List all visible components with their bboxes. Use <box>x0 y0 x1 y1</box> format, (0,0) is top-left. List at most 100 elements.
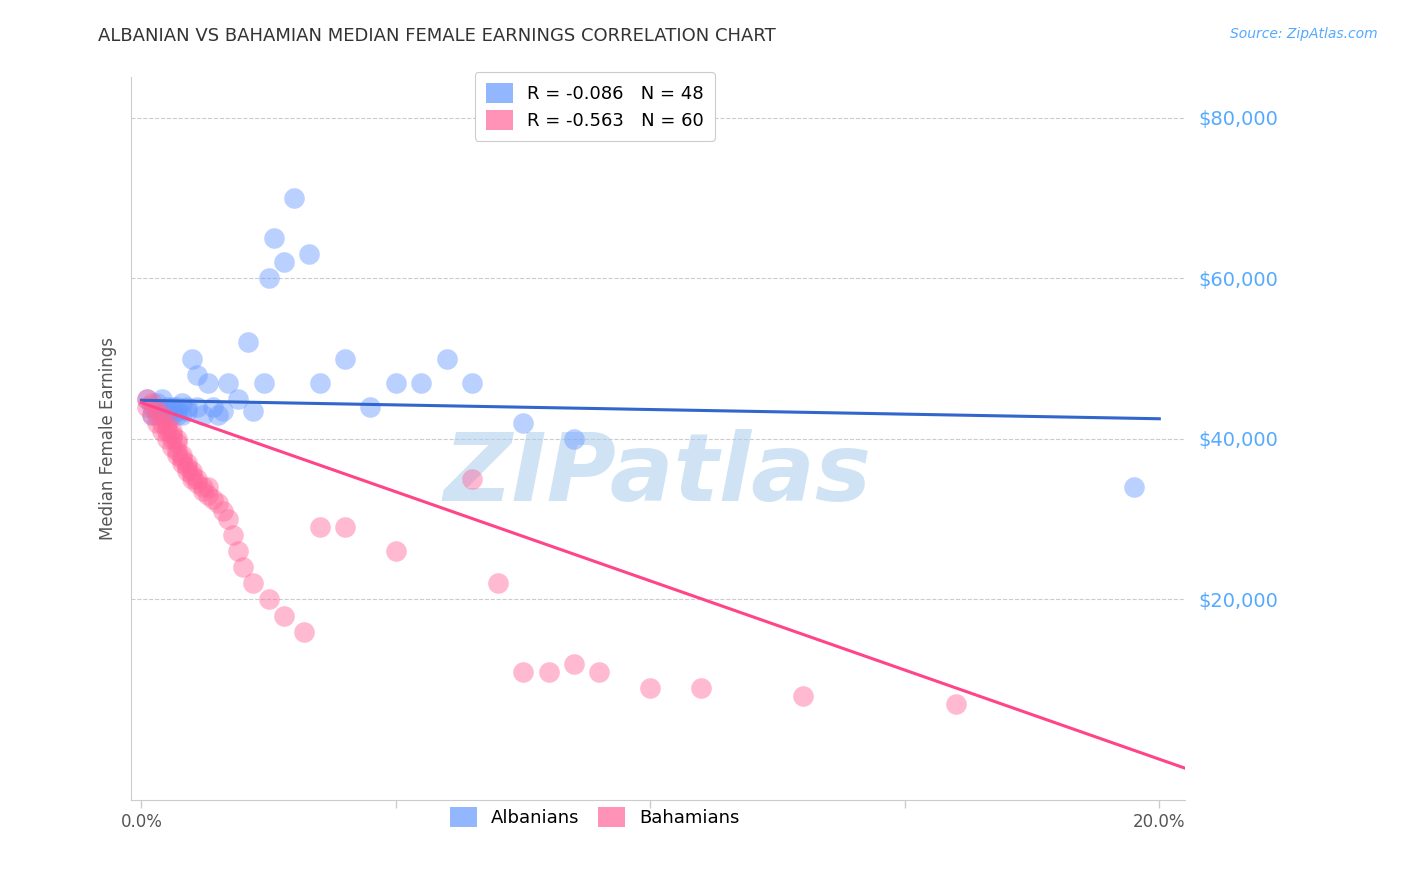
Point <box>292 624 315 639</box>
Point <box>156 400 179 414</box>
Point <box>212 504 235 518</box>
Point <box>135 392 157 406</box>
Point <box>150 408 173 422</box>
Point <box>201 400 224 414</box>
Point <box>160 440 183 454</box>
Point <box>172 408 194 422</box>
Point <box>186 368 208 382</box>
Point <box>166 400 188 414</box>
Point <box>135 400 157 414</box>
Point <box>166 408 188 422</box>
Point <box>181 467 204 482</box>
Point <box>156 419 179 434</box>
Point <box>141 395 163 409</box>
Point <box>486 576 509 591</box>
Point <box>176 400 198 414</box>
Point <box>176 459 198 474</box>
Point <box>150 424 173 438</box>
Point <box>160 400 183 414</box>
Point <box>156 416 179 430</box>
Point <box>156 408 179 422</box>
Point <box>166 403 188 417</box>
Point <box>226 392 249 406</box>
Point <box>150 392 173 406</box>
Point <box>191 408 214 422</box>
Point <box>166 448 188 462</box>
Point <box>172 456 194 470</box>
Y-axis label: Median Female Earnings: Median Female Earnings <box>100 337 117 541</box>
Point <box>160 403 183 417</box>
Point <box>201 491 224 506</box>
Point <box>186 400 208 414</box>
Point <box>160 427 183 442</box>
Point <box>461 376 484 390</box>
Point <box>436 351 458 366</box>
Point <box>512 665 534 679</box>
Point <box>176 456 198 470</box>
Point <box>156 424 179 438</box>
Point <box>298 247 321 261</box>
Point <box>197 376 219 390</box>
Point <box>333 351 356 366</box>
Point <box>283 191 305 205</box>
Point <box>232 560 254 574</box>
Point <box>411 376 433 390</box>
Point <box>191 480 214 494</box>
Point <box>145 416 167 430</box>
Point <box>197 480 219 494</box>
Legend: Albanians, Bahamians: Albanians, Bahamians <box>443 800 747 835</box>
Point <box>166 432 188 446</box>
Point <box>263 231 285 245</box>
Point <box>945 697 967 711</box>
Point <box>181 351 204 366</box>
Point <box>191 483 214 498</box>
Point <box>135 392 157 406</box>
Point <box>160 408 183 422</box>
Point <box>172 448 194 462</box>
Point <box>207 408 229 422</box>
Text: ZIPatlas: ZIPatlas <box>444 429 872 521</box>
Point <box>176 403 198 417</box>
Point <box>222 528 245 542</box>
Point <box>238 335 260 350</box>
Point <box>145 403 167 417</box>
Point <box>141 400 163 414</box>
Point <box>212 403 235 417</box>
Point <box>242 576 264 591</box>
Point <box>588 665 610 679</box>
Point <box>308 376 330 390</box>
Point <box>172 395 194 409</box>
Point <box>512 416 534 430</box>
Point <box>226 544 249 558</box>
Point <box>156 432 179 446</box>
Point <box>257 592 280 607</box>
Point <box>640 681 662 695</box>
Point <box>150 403 173 417</box>
Point <box>461 472 484 486</box>
Point <box>156 403 179 417</box>
Point <box>385 544 408 558</box>
Point <box>792 689 814 703</box>
Point <box>141 408 163 422</box>
Text: ALBANIAN VS BAHAMIAN MEDIAN FEMALE EARNINGS CORRELATION CHART: ALBANIAN VS BAHAMIAN MEDIAN FEMALE EARNI… <box>98 27 776 45</box>
Point <box>145 408 167 422</box>
Point <box>172 451 194 466</box>
Point <box>217 376 239 390</box>
Point <box>257 271 280 285</box>
Point <box>537 665 560 679</box>
Text: Source: ZipAtlas.com: Source: ZipAtlas.com <box>1230 27 1378 41</box>
Point <box>166 435 188 450</box>
Point <box>308 520 330 534</box>
Point <box>562 432 585 446</box>
Point <box>1122 480 1144 494</box>
Point <box>690 681 713 695</box>
Point <box>207 496 229 510</box>
Point <box>160 424 183 438</box>
Point <box>145 395 167 409</box>
Point <box>186 472 208 486</box>
Point <box>166 443 188 458</box>
Point <box>197 488 219 502</box>
Point <box>181 472 204 486</box>
Point <box>562 657 585 671</box>
Point <box>273 255 295 269</box>
